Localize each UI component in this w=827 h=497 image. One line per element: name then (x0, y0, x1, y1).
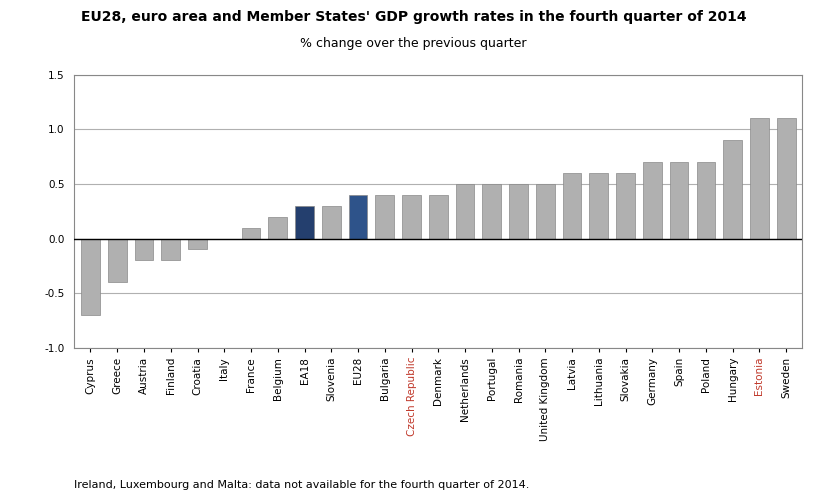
Bar (161, 239, 180, 260)
Bar (456, 184, 475, 239)
Bar (777, 118, 796, 239)
Text: EU28, euro area and Member States' GDP growth rates in the fourth quarter of 201: EU28, euro area and Member States' GDP g… (81, 10, 746, 24)
Bar (135, 239, 153, 260)
Bar (590, 173, 608, 239)
Bar (108, 239, 127, 282)
Bar (616, 173, 635, 239)
Bar (322, 206, 341, 239)
Bar (269, 217, 287, 239)
Bar (349, 195, 367, 239)
Bar (750, 118, 769, 239)
Bar (536, 184, 555, 239)
Bar (429, 195, 447, 239)
Bar (81, 239, 100, 315)
Text: Ireland, Luxembourg and Malta: data not available for the fourth quarter of 2014: Ireland, Luxembourg and Malta: data not … (74, 480, 530, 490)
Bar (241, 228, 261, 239)
Bar (696, 162, 715, 239)
Bar (643, 162, 662, 239)
Bar (724, 140, 742, 239)
Bar (295, 206, 314, 239)
Bar (188, 239, 207, 249)
Bar (509, 184, 528, 239)
Bar (670, 162, 688, 239)
Bar (482, 184, 501, 239)
Bar (562, 173, 581, 239)
Text: % change over the previous quarter: % change over the previous quarter (300, 37, 527, 50)
Bar (402, 195, 421, 239)
Bar (375, 195, 394, 239)
